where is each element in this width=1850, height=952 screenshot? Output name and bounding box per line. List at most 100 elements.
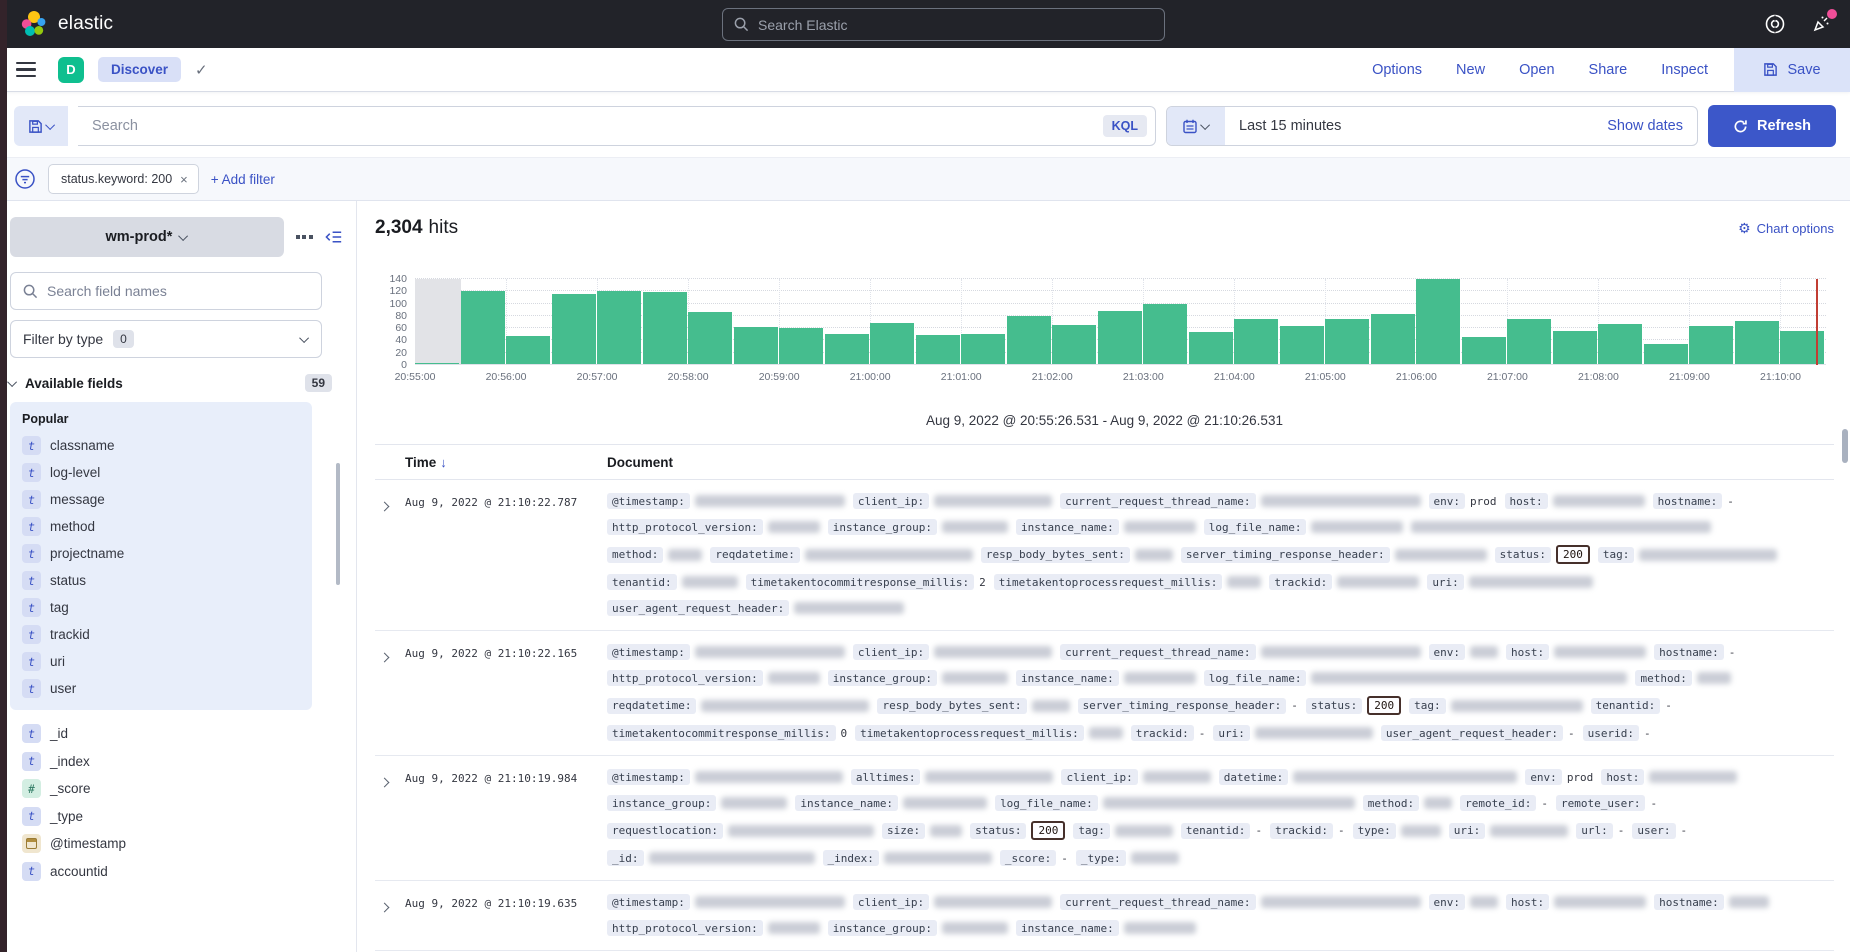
histogram-bar[interactable]: [1689, 325, 1734, 365]
inspect-button[interactable]: Inspect: [1661, 61, 1708, 78]
news-feed-icon[interactable]: [1808, 9, 1837, 37]
field-name-chip[interactable]: host:: [1504, 493, 1548, 509]
table-scrollbar[interactable]: [1842, 429, 1848, 463]
field-name-chip[interactable]: method:: [1635, 670, 1692, 686]
filter-icon[interactable]: [14, 168, 36, 190]
histogram-bar[interactable]: [824, 333, 869, 365]
histogram-bar[interactable]: [642, 291, 687, 365]
field-name-chip[interactable]: timetakentoprocessrequest_millis:: [993, 574, 1223, 590]
field-name-chip[interactable]: tag:: [1073, 822, 1110, 839]
field-name-chip[interactable]: env:: [1428, 894, 1466, 910]
quick-select-button[interactable]: [1167, 107, 1225, 145]
filter-by-type-dropdown[interactable]: Filter by type 0: [10, 320, 322, 358]
row-expand-button[interactable]: [375, 493, 405, 616]
histogram-bar[interactable]: [1143, 303, 1188, 365]
field-name-chip[interactable]: status:: [1305, 697, 1363, 714]
time-range-value[interactable]: Last 15 minutes: [1239, 118, 1342, 134]
field-item-projectname[interactable]: t projectname: [22, 540, 302, 567]
field-name-chip[interactable]: size:: [881, 822, 926, 839]
add-filter-button[interactable]: + Add filter: [210, 171, 275, 187]
field-name-chip[interactable]: trackid:: [1269, 574, 1333, 590]
field-item-method[interactable]: t method: [22, 513, 302, 540]
sidebar-scrollbar[interactable]: [336, 463, 340, 585]
field-name-chip[interactable]: server_timing_response_header:: [1180, 546, 1390, 563]
field-name-chip[interactable]: http_protocol_version:: [607, 920, 763, 936]
field-name-chip[interactable]: hostname:: [1652, 493, 1723, 509]
field-name-chip[interactable]: trackid:: [1270, 822, 1334, 839]
share-button[interactable]: Share: [1588, 61, 1628, 78]
field-name-chip[interactable]: tenantid:: [1180, 822, 1251, 839]
field-name-chip[interactable]: @timestamp:: [607, 644, 690, 660]
new-button[interactable]: New: [1456, 61, 1486, 78]
field-name-chip[interactable]: instance_name:: [1016, 519, 1119, 535]
row-expand-button[interactable]: [375, 894, 405, 936]
field-name-chip[interactable]: user:: [1632, 822, 1676, 839]
field-item-_index[interactable]: t _index: [22, 748, 342, 776]
histogram-bar[interactable]: [1552, 331, 1597, 365]
field-item-@timestamp[interactable]: @timestamp: [22, 830, 342, 858]
field-item-classname[interactable]: t classname: [22, 432, 302, 459]
field-name-chip[interactable]: server_timing_response_header:: [1077, 697, 1287, 714]
space-avatar[interactable]: D: [58, 56, 84, 83]
field-name-chip[interactable]: tenantid:: [1590, 697, 1661, 714]
field-name-chip[interactable]: client_ip:: [1061, 769, 1138, 785]
field-name-chip[interactable]: @timestamp:: [607, 769, 690, 785]
breadcrumb[interactable]: Discover: [98, 57, 182, 82]
highlighted-value[interactable]: 200: [1555, 545, 1590, 564]
field-name-chip[interactable]: instance_group:: [827, 519, 938, 535]
kql-badge[interactable]: KQL: [1102, 115, 1147, 137]
histogram-bar[interactable]: [1507, 318, 1552, 365]
menu-icon[interactable]: [16, 61, 36, 78]
kql-search-input[interactable]: Search KQL: [78, 106, 1156, 146]
field-item-user[interactable]: t user: [22, 675, 302, 702]
histogram-bar[interactable]: [1416, 279, 1461, 365]
field-name-chip[interactable]: reqdatetime:: [710, 546, 800, 563]
available-fields-header[interactable]: Available fields 59: [7, 374, 332, 392]
field-name-chip[interactable]: instance_name:: [795, 795, 899, 811]
help-icon[interactable]: [1762, 11, 1788, 37]
histogram-bar[interactable]: [551, 294, 596, 365]
field-item-_score[interactable]: # _score: [22, 775, 342, 803]
field-name-chip[interactable]: tag:: [1597, 546, 1635, 563]
field-name-chip[interactable]: _type:: [1075, 850, 1126, 866]
global-search-input[interactable]: Search Elastic: [722, 8, 1165, 41]
histogram-bar[interactable]: [915, 334, 960, 365]
show-dates-button[interactable]: Show dates: [1607, 118, 1683, 134]
field-name-chip[interactable]: env:: [1428, 644, 1466, 660]
field-name-chip[interactable]: uri:: [1448, 822, 1486, 839]
more-options-icon[interactable]: [295, 235, 313, 239]
histogram-bar[interactable]: [1598, 324, 1643, 365]
histogram-bar[interactable]: [415, 362, 460, 365]
field-name-chip[interactable]: @timestamp:: [607, 493, 690, 509]
histogram-bar[interactable]: [779, 328, 824, 365]
field-name-chip[interactable]: @timestamp:: [607, 894, 690, 910]
field-name-chip[interactable]: timetakentoprocessrequest_millis:: [855, 725, 1084, 741]
histogram-bar[interactable]: [1461, 336, 1506, 365]
field-name-chip[interactable]: requestlocation:: [607, 822, 723, 839]
histogram-bar[interactable]: [961, 334, 1006, 365]
histogram-bar[interactable]: [1006, 316, 1051, 365]
field-name-chip[interactable]: instance_name:: [1016, 920, 1119, 936]
field-name-chip[interactable]: current_request_thread_name:: [1060, 894, 1256, 910]
histogram-bar[interactable]: [506, 335, 551, 365]
field-name-chip[interactable]: hostname:: [1654, 644, 1724, 660]
chart-plot-area[interactable]: [415, 278, 1826, 365]
field-name-chip[interactable]: http_protocol_version:: [607, 519, 763, 535]
field-name-chip[interactable]: remote_user:: [1556, 795, 1646, 811]
field-name-chip[interactable]: log_file_name:: [1203, 519, 1307, 535]
search-field-names-input[interactable]: Search field names: [10, 272, 322, 310]
elastic-brand[interactable]: elastic: [20, 10, 113, 38]
time-column-header[interactable]: Time ↓: [405, 455, 447, 470]
field-name-chip[interactable]: user_agent_request_header:: [607, 600, 790, 616]
histogram-chart[interactable]: 0 20 40 60 80 100 120 140 20:55:00 20:56:00 20:57:…: [375, 255, 1834, 405]
highlighted-value[interactable]: 200: [1031, 821, 1066, 840]
field-name-chip[interactable]: tag:: [1409, 697, 1446, 714]
field-name-chip[interactable]: hostname:: [1654, 894, 1724, 910]
remove-filter-icon[interactable]: ×: [180, 171, 188, 187]
field-item-uri[interactable]: t uri: [22, 648, 302, 675]
field-name-chip[interactable]: host:: [1601, 769, 1645, 785]
histogram-bar[interactable]: [1734, 320, 1779, 365]
field-item-log-level[interactable]: t log-level: [22, 459, 302, 486]
save-button[interactable]: Save: [1734, 47, 1850, 92]
field-name-chip[interactable]: resp_body_bytes_sent:: [877, 697, 1027, 714]
